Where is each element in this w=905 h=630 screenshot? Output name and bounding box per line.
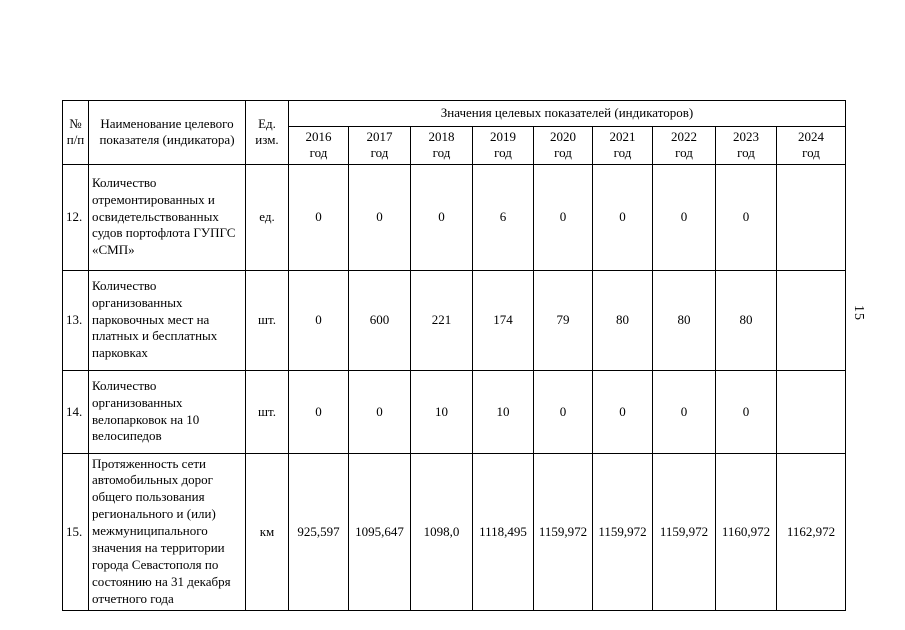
indicator-name-cell: Количество отремонтированных и освидетел… xyxy=(88,163,246,271)
header-row-top: № п/п Наименование целевого показателя (… xyxy=(62,100,846,165)
row-number-cell: 14. xyxy=(62,369,89,454)
header-indicator-name: Наименование целевого показателя (индика… xyxy=(88,100,246,165)
value-cell: 10 xyxy=(410,369,473,454)
value-cell: 0 xyxy=(288,163,349,271)
value-cell: 1159,972 xyxy=(592,452,653,611)
row-number-cell: 13. xyxy=(62,269,89,371)
value-cell: 80 xyxy=(592,269,653,371)
header-year-2021: 2021 год xyxy=(592,126,653,165)
row-number-cell: 15. xyxy=(62,452,89,611)
unit-cell: км xyxy=(245,452,289,611)
value-cell: 0 xyxy=(410,163,473,271)
header-year-2017: 2017 год xyxy=(348,126,411,165)
header-year-2018: 2018 год xyxy=(410,126,473,165)
value-cell: 80 xyxy=(652,269,716,371)
value-cell: 925,597 xyxy=(288,452,349,611)
value-cell: 0 xyxy=(348,369,411,454)
table-row: 15. Протяженность сети автомобильных дор… xyxy=(62,452,846,611)
value-cell: 1118,495 xyxy=(472,452,534,611)
value-cell: 221 xyxy=(410,269,473,371)
row-number-cell: 12. xyxy=(62,163,89,271)
value-cell: 1095,647 xyxy=(348,452,411,611)
value-cell: 0 xyxy=(715,163,777,271)
value-cell: 0 xyxy=(288,369,349,454)
value-cell: 1098,0 xyxy=(410,452,473,611)
value-cell: 600 xyxy=(348,269,411,371)
value-cell xyxy=(776,269,846,371)
value-cell: 0 xyxy=(592,163,653,271)
header-year-2023: 2023 год xyxy=(715,126,777,165)
header-num: № п/п xyxy=(62,100,89,165)
value-cell: 0 xyxy=(592,369,653,454)
header-unit: Ед. изм. xyxy=(245,100,289,165)
value-cell: 1159,972 xyxy=(652,452,716,611)
value-cell xyxy=(776,163,846,271)
header-year-2019: 2019 год xyxy=(472,126,534,165)
value-cell: 0 xyxy=(533,369,593,454)
value-cell: 80 xyxy=(715,269,777,371)
value-cell: 1162,972 xyxy=(776,452,846,611)
header-year-2022: 2022 год xyxy=(652,126,716,165)
indicator-name-cell: Количество организованных парковочных ме… xyxy=(88,269,246,371)
value-cell: 79 xyxy=(533,269,593,371)
indicator-name-cell: Количество организованных велопарковок н… xyxy=(88,369,246,454)
value-cell: 174 xyxy=(472,269,534,371)
unit-cell: шт. xyxy=(245,369,289,454)
page-number: 15 xyxy=(851,305,866,321)
table-row: 13. Количество организованных парковочны… xyxy=(62,269,846,371)
indicator-name-cell: Протяженность сети автомобильных дорог о… xyxy=(88,452,246,611)
unit-cell: шт. xyxy=(245,269,289,371)
value-cell: 10 xyxy=(472,369,534,454)
header-values-title: Значения целевых показателей (индикаторо… xyxy=(288,100,846,127)
header-year-2020: 2020 год xyxy=(533,126,593,165)
value-cell: 1160,972 xyxy=(715,452,777,611)
table-row: 14. Количество организованных велопарков… xyxy=(62,369,846,454)
value-cell: 1159,972 xyxy=(533,452,593,611)
value-cell: 0 xyxy=(715,369,777,454)
value-cell: 0 xyxy=(348,163,411,271)
table-row: 12. Количество отремонтированных и освид… xyxy=(62,163,846,271)
value-cell: 0 xyxy=(652,163,716,271)
value-cell: 0 xyxy=(288,269,349,371)
value-cell xyxy=(776,369,846,454)
header-row-years: 2016 год 2017 год 2018 год 2019 год 2020… xyxy=(63,126,846,165)
header-year-2024: 2024 год xyxy=(776,126,846,165)
value-cell: 0 xyxy=(533,163,593,271)
value-cell: 6 xyxy=(472,163,534,271)
header-year-2016: 2016 год xyxy=(288,126,349,165)
value-cell: 0 xyxy=(652,369,716,454)
unit-cell: ед. xyxy=(245,163,289,271)
indicators-table: № п/п Наименование целевого показателя (… xyxy=(62,100,846,611)
